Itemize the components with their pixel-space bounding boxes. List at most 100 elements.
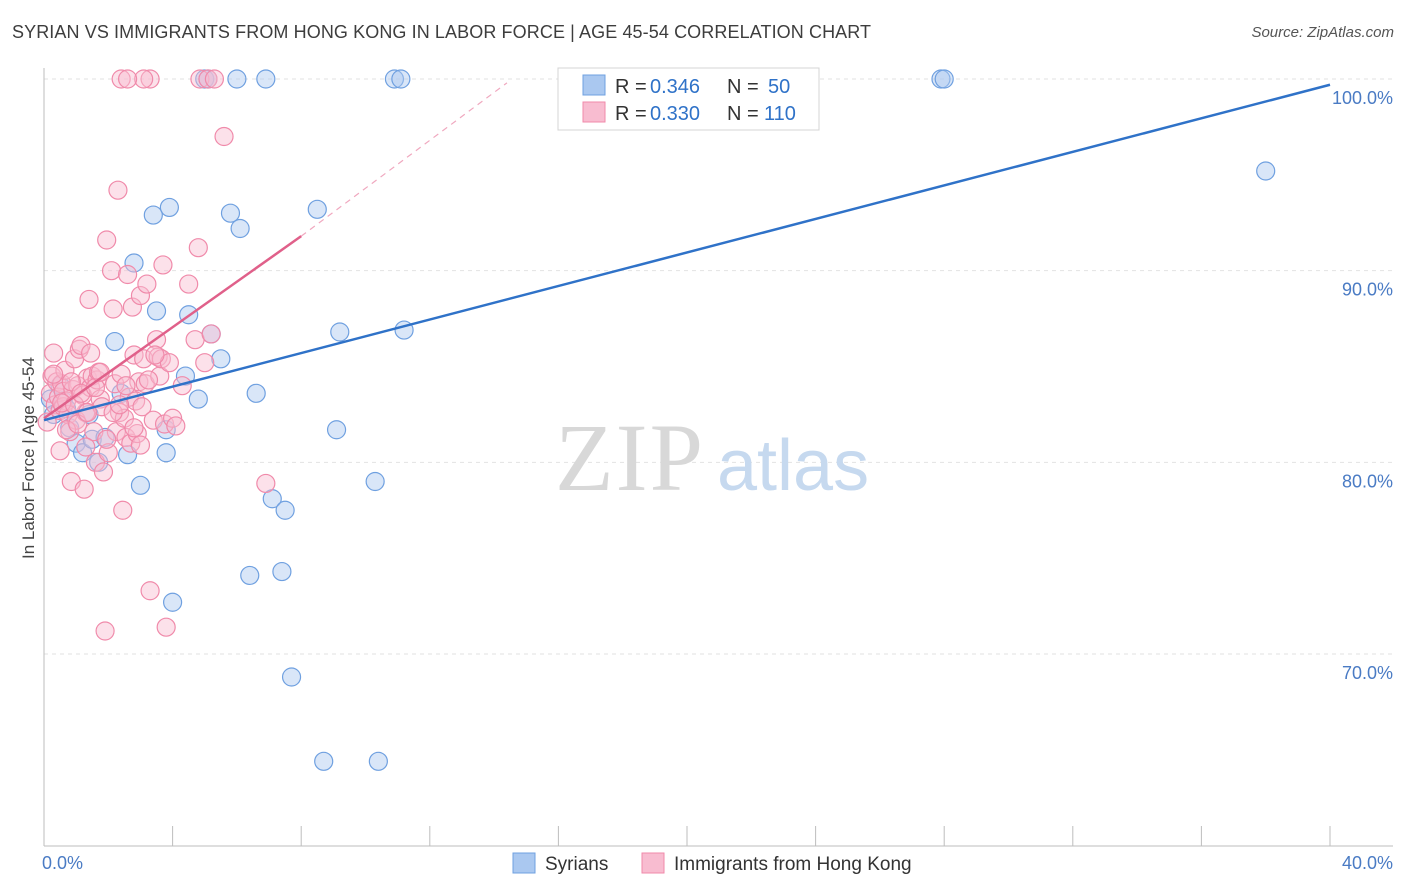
data-point-syrians [163, 592, 183, 612]
data-point-hong-kong [198, 69, 218, 89]
y-axis-label: In Labor Force | Age 45-54 [19, 357, 38, 559]
data-point-hong-kong [204, 69, 224, 89]
data-point-hong-kong [101, 261, 122, 281]
data-point-hong-kong [127, 423, 147, 444]
legend-n-value-syrians: 50 [768, 76, 790, 98]
data-point-syrians [326, 420, 347, 440]
legend-swatch-syrians [582, 74, 606, 96]
data-point-syrians [391, 69, 411, 89]
x-tick-label-left: 0.0% [42, 853, 83, 873]
data-point-hong-kong [81, 343, 101, 363]
data-point-syrians [159, 197, 179, 218]
data-point-hong-kong [134, 69, 154, 89]
data-point-syrians [240, 565, 260, 586]
data-point-hong-kong [132, 397, 152, 417]
data-point-hong-kong [116, 376, 136, 396]
data-point-hong-kong [137, 274, 157, 294]
data-point-syrians [117, 445, 138, 465]
data-point-syrians [220, 203, 241, 223]
data-point-hong-kong [95, 621, 115, 641]
y-tick-label-100: 100.0% [1332, 88, 1393, 108]
series-syrians [40, 69, 1276, 771]
data-point-hong-kong [256, 473, 276, 494]
data-point-hong-kong [140, 581, 160, 601]
data-point-syrians [105, 331, 125, 352]
watermark: ZIP atlas [555, 404, 869, 511]
data-point-hong-kong [103, 402, 123, 423]
data-point-hong-kong [44, 364, 64, 384]
data-point-hong-kong [56, 420, 77, 440]
data-point-syrians [384, 69, 405, 89]
data-point-hong-kong [138, 370, 159, 390]
data-point-hong-kong [111, 364, 131, 384]
data-point-hong-kong [166, 416, 186, 436]
axes [43, 68, 1393, 847]
data-point-hong-kong [195, 353, 215, 373]
data-point-hong-kong [108, 180, 128, 200]
data-point-syrians [188, 389, 208, 409]
data-point-syrians [66, 433, 86, 453]
data-point-hong-kong [71, 335, 91, 356]
legend-n-value-hong-kong: 110 [764, 103, 796, 125]
data-point-hong-kong [188, 238, 208, 258]
series-hong-kong [37, 69, 276, 641]
legend-n-label-2: N = [727, 103, 759, 125]
data-point-hong-kong [150, 366, 170, 386]
y-tick-labels: 70.0% 80.0% 90.0% 100.0% [1332, 88, 1393, 683]
data-point-hong-kong [97, 230, 117, 250]
data-point-syrians [1256, 161, 1276, 181]
watermark-zip: ZIP [555, 404, 705, 511]
data-point-syrians [124, 253, 144, 273]
trend-line-syrians [43, 83, 1331, 422]
data-point-syrians [314, 751, 334, 771]
data-point-syrians [272, 561, 292, 582]
data-point-syrians [130, 475, 151, 495]
trend-line-hong-kong-extension [300, 82, 508, 237]
x-tick-label-right: 40.0% [1342, 853, 1393, 873]
data-point-hong-kong [103, 299, 123, 319]
data-point-hong-kong [79, 289, 99, 310]
data-point-hong-kong [76, 437, 96, 457]
data-point-hong-kong [140, 69, 160, 89]
data-point-hong-kong [145, 345, 165, 365]
data-point-hong-kong [117, 264, 138, 285]
data-point-hong-kong [117, 69, 138, 89]
data-point-hong-kong [156, 617, 176, 637]
data-point-hong-kong [111, 69, 131, 89]
bottom-legend-swatch-syrians [512, 852, 536, 874]
bottom-legend-swatch-hong-kong [641, 852, 665, 874]
data-point-syrians [281, 667, 302, 687]
data-point-hong-kong [214, 126, 234, 147]
data-point-syrians [156, 443, 176, 463]
legend-swatch-hong-kong [582, 101, 606, 123]
data-point-syrians [365, 471, 385, 492]
data-point-hong-kong [93, 462, 114, 482]
data-point-syrians [934, 69, 954, 89]
bottom-legend: Syrians Immigrants from Hong Kong [512, 852, 912, 875]
chart-title: SYRIAN VS IMMIGRANTS FROM HONG KONG IN L… [12, 22, 872, 42]
data-point-hong-kong [153, 255, 173, 275]
data-point-hong-kong [185, 330, 205, 350]
data-point-syrians [211, 349, 231, 369]
data-point-hong-kong [130, 435, 151, 455]
data-point-hong-kong [97, 429, 117, 449]
data-point-hong-kong [85, 452, 106, 472]
data-point-syrians [246, 383, 266, 403]
data-point-hong-kong [143, 410, 163, 430]
data-point-hong-kong [179, 274, 199, 294]
data-point-hong-kong [201, 324, 221, 344]
data-point-hong-kong [122, 297, 143, 317]
data-point-syrians [72, 443, 93, 463]
data-point-syrians [368, 751, 388, 771]
legend-n-label-1: N = [727, 76, 759, 98]
data-point-hong-kong [163, 408, 183, 428]
data-point-syrians [330, 322, 350, 342]
y-tick-label-80: 80.0% [1342, 471, 1393, 491]
data-point-hong-kong [121, 433, 141, 453]
data-point-hong-kong [124, 418, 144, 438]
y-tick-label-90: 90.0% [1342, 280, 1393, 300]
data-point-hong-kong [44, 343, 64, 363]
data-point-syrians [146, 301, 167, 321]
data-point-syrians [230, 218, 250, 239]
